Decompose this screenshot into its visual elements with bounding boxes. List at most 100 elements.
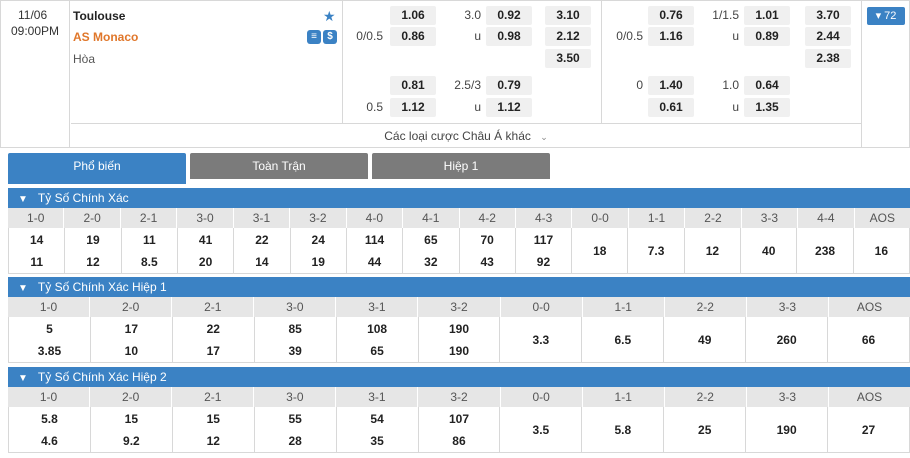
odds-value[interactable]: 70 xyxy=(480,232,494,247)
odds-value[interactable]: 85 xyxy=(288,321,302,336)
odds-value[interactable]: 238 xyxy=(815,243,836,258)
odds-value[interactable]: 22 xyxy=(255,232,269,247)
odds-value[interactable]: 19 xyxy=(311,254,325,269)
odds-value[interactable]: 35 xyxy=(370,433,384,448)
odds-value[interactable]: 17 xyxy=(124,321,139,336)
stats-icon[interactable]: ≡ xyxy=(307,30,321,44)
h1-hdp2-home[interactable]: 1.40 xyxy=(648,76,694,95)
odds-value[interactable]: 49 xyxy=(698,332,712,347)
odds-value[interactable]: 190 xyxy=(448,321,469,336)
odds-value[interactable]: 11 xyxy=(142,232,156,247)
section-header[interactable]: ▼ Tỷ Số Chính Xác xyxy=(8,188,910,208)
ft-1x2-away[interactable]: 2.12 xyxy=(545,27,591,46)
home-team[interactable]: Toulouse xyxy=(73,9,126,23)
odds-value[interactable]: 32 xyxy=(424,254,438,269)
h1-ou2-line: 1.0 xyxy=(722,78,739,92)
ft-hdp-away[interactable]: 0.86 xyxy=(390,27,436,46)
odds-value[interactable]: 190 xyxy=(448,343,469,358)
odds-value[interactable]: 3.5 xyxy=(532,422,550,437)
odds-value[interactable]: 54 xyxy=(370,411,384,426)
odds-value[interactable]: 8.5 xyxy=(140,254,158,269)
odds-value[interactable]: 24 xyxy=(311,232,325,247)
odds-value[interactable]: 14 xyxy=(255,254,269,269)
money-icon[interactable]: $ xyxy=(323,30,337,44)
odds-value[interactable]: 5.8 xyxy=(614,422,632,437)
odds-value[interactable]: 44 xyxy=(367,254,382,269)
ft-hdp2-away[interactable]: 1.12 xyxy=(390,98,436,117)
section-header[interactable]: ▼ Tỷ Số Chính Xác Hiệp 1 xyxy=(8,277,910,297)
odds-value[interactable]: 55 xyxy=(288,411,302,426)
odds-value[interactable]: 27 xyxy=(861,422,876,437)
odds-value[interactable]: 9.2 xyxy=(123,433,140,448)
h1-under2[interactable]: 1.35 xyxy=(744,98,790,117)
odds-value[interactable]: 7.3 xyxy=(647,243,665,258)
h1-hdp2-away[interactable]: 0.61 xyxy=(648,98,694,117)
odds-value[interactable]: 20 xyxy=(198,254,213,269)
odds-value[interactable]: 15 xyxy=(206,411,220,426)
odds-value[interactable]: 86 xyxy=(452,433,466,448)
odds-value[interactable]: 114 xyxy=(364,232,385,247)
h1-over2[interactable]: 0.64 xyxy=(744,76,790,95)
h1-hdp-away[interactable]: 1.16 xyxy=(648,27,694,46)
section-header[interactable]: ▼ Tỷ Số Chính Xác Hiệp 2 xyxy=(8,367,910,387)
ft-under2[interactable]: 1.12 xyxy=(486,98,532,117)
favorite-star-icon[interactable]: ★ xyxy=(323,8,336,24)
h1-1x2-away[interactable]: 2.44 xyxy=(805,27,851,46)
odds-value[interactable]: 117 xyxy=(533,232,554,247)
odds-value[interactable]: 11 xyxy=(30,254,43,269)
odds-value[interactable]: 18 xyxy=(593,243,607,258)
tab-popular[interactable]: Phổ biến xyxy=(8,153,186,184)
odds-value[interactable]: 65 xyxy=(424,232,438,247)
ft-1x2-home[interactable]: 3.10 xyxy=(545,6,591,25)
odds-value[interactable]: 40 xyxy=(762,243,776,258)
h1-hdp-home[interactable]: 0.76 xyxy=(648,6,694,25)
odds-value[interactable]: 12 xyxy=(206,433,220,448)
odds-value[interactable]: 22 xyxy=(206,321,220,336)
tab-first-half[interactable]: Hiệp 1 xyxy=(372,153,550,179)
h1-over[interactable]: 1.01 xyxy=(744,6,790,25)
odds-value[interactable]: 19 xyxy=(86,232,100,247)
away-team[interactable]: AS Monaco xyxy=(73,30,139,44)
odds-cell: 22 14 xyxy=(234,228,291,273)
score-label: 1-0 xyxy=(8,387,91,407)
more-markets-button[interactable]: ▾ 72 xyxy=(867,7,905,25)
h1-1x2-home[interactable]: 3.70 xyxy=(805,6,851,25)
odds-value[interactable]: 3.85 xyxy=(37,343,62,358)
odds-value[interactable]: 5.8 xyxy=(41,411,58,426)
odds-value[interactable]: 92 xyxy=(536,254,551,269)
odds-value[interactable]: 39 xyxy=(288,343,302,358)
odds-value[interactable]: 4.6 xyxy=(41,433,58,448)
ft-over2[interactable]: 0.79 xyxy=(486,76,532,95)
ft-under[interactable]: 0.98 xyxy=(486,27,532,46)
odds-value[interactable]: 41 xyxy=(198,232,213,247)
odds-value[interactable]: 260 xyxy=(776,332,797,347)
odds-value[interactable]: 16 xyxy=(874,243,889,258)
odds-value[interactable]: 43 xyxy=(480,254,494,269)
odds-value[interactable]: 12 xyxy=(86,254,100,269)
odds-value[interactable]: 15 xyxy=(124,411,139,426)
h1-under[interactable]: 0.89 xyxy=(744,27,790,46)
odds-value[interactable]: 107 xyxy=(448,411,469,426)
h1-1x2-draw[interactable]: 2.38 xyxy=(805,49,851,68)
odds-value[interactable]: 25 xyxy=(698,422,712,437)
other-asian-bets-toggle[interactable]: Các loại cược Châu Á khác ⌄ xyxy=(71,123,861,147)
ft-1x2-draw[interactable]: 3.50 xyxy=(545,49,591,68)
odds-value[interactable]: 6.5 xyxy=(614,332,632,347)
ft-ou-under-label: u xyxy=(474,29,481,43)
ft-hdp2-home[interactable]: 0.81 xyxy=(390,76,436,95)
odds-value[interactable]: 3.3 xyxy=(532,332,550,347)
ft-over[interactable]: 0.92 xyxy=(486,6,532,25)
odds-value[interactable]: 10 xyxy=(124,343,139,358)
odds-value[interactable]: 108 xyxy=(367,321,388,336)
odds-value[interactable]: 66 xyxy=(861,332,876,347)
odds-value[interactable]: 14 xyxy=(29,232,44,247)
odds-cell: 14 11 xyxy=(8,228,66,273)
ft-hdp-home[interactable]: 1.06 xyxy=(390,6,436,25)
odds-value[interactable]: 190 xyxy=(776,422,797,437)
odds-value[interactable]: 28 xyxy=(288,433,302,448)
odds-value[interactable]: 17 xyxy=(206,343,220,358)
odds-value[interactable]: 12 xyxy=(705,243,720,258)
tab-full-match[interactable]: Toàn Trận xyxy=(190,153,368,179)
odds-value[interactable]: 5 xyxy=(46,321,53,336)
odds-value[interactable]: 65 xyxy=(370,343,384,358)
